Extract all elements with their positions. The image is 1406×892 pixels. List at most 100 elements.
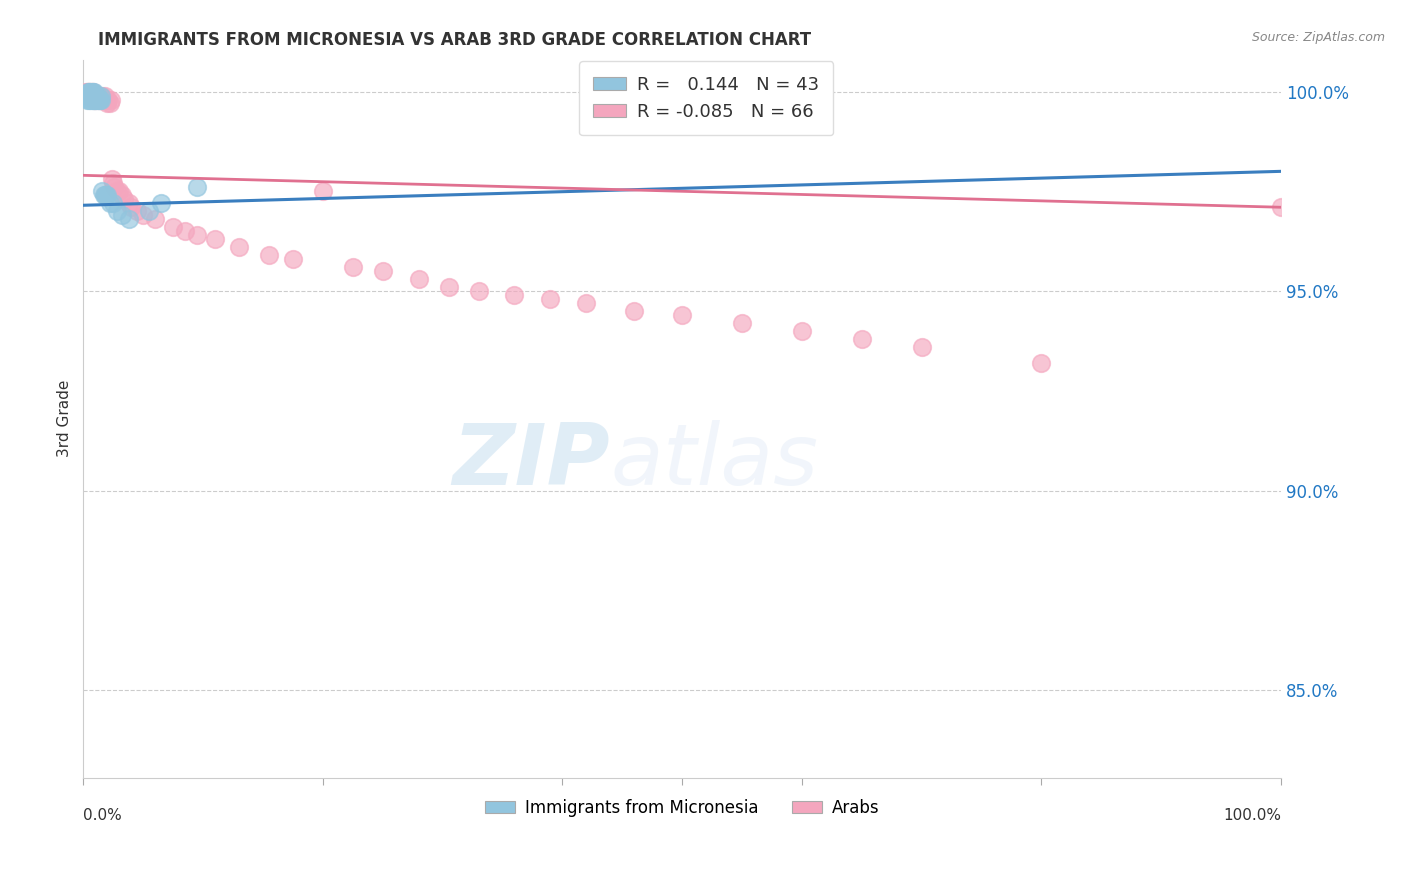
Point (110, 208, 132, 222)
Point (90, 93, 112, 107)
Point (790, 324, 813, 338)
Y-axis label: 3rd Grade: 3rd Grade (58, 380, 72, 458)
Point (312, 184, 335, 198)
Point (87, 88, 110, 103)
Point (82, 85, 104, 99)
Point (75, 85, 97, 99)
Point (84, 93, 107, 107)
Text: Source: ZipAtlas.com: Source: ZipAtlas.com (1251, 31, 1385, 45)
Point (80, 88, 103, 103)
Point (77, 88, 100, 103)
Point (75, 88, 97, 103)
Point (76, 88, 98, 103)
Point (103, 177, 125, 191)
Point (118, 196, 141, 211)
Point (118, 212, 141, 227)
Point (437, 280, 460, 294)
Point (82, 93, 104, 107)
Point (174, 224, 197, 238)
Point (93, 93, 115, 107)
Text: atlas: atlas (610, 420, 818, 503)
Point (90, 88, 112, 103)
Point (82, 88, 104, 103)
Point (77, 88, 100, 103)
Point (79, 88, 101, 103)
Point (94, 93, 117, 107)
Point (77, 85, 100, 99)
Point (150, 196, 173, 211)
Point (371, 264, 394, 278)
Point (1031, 356, 1053, 370)
Point (94, 188, 117, 202)
Point (138, 204, 160, 219)
Point (89, 93, 111, 107)
Point (1270, 200, 1292, 214)
Point (83, 93, 105, 107)
Point (77, 88, 100, 103)
Point (77, 85, 100, 99)
Point (112, 192, 135, 206)
Point (86, 93, 108, 107)
Point (503, 288, 526, 302)
Point (83, 88, 105, 103)
Point (94, 88, 117, 103)
Point (731, 316, 754, 330)
Point (186, 228, 208, 243)
Point (143, 212, 166, 227)
Point (86, 93, 108, 107)
Point (77, 88, 100, 103)
Point (83, 93, 105, 107)
Point (89, 93, 111, 107)
Text: IMMIGRANTS FROM MICRONESIA VS ARAB 3RD GRADE CORRELATION CHART: IMMIGRANTS FROM MICRONESIA VS ARAB 3RD G… (98, 31, 811, 49)
Point (538, 292, 561, 306)
Point (342, 260, 364, 274)
Point (79, 93, 101, 107)
Point (79, 88, 101, 103)
Point (86, 88, 108, 103)
Point (82, 88, 104, 103)
Point (77, 85, 100, 99)
Point (162, 220, 184, 235)
Point (77, 85, 100, 99)
Point (91, 184, 114, 198)
Legend: Immigrants from Micronesia, Arabs: Immigrants from Micronesia, Arabs (478, 792, 886, 823)
Point (408, 272, 430, 286)
Point (120, 200, 142, 214)
Point (93, 188, 115, 202)
Point (575, 296, 598, 310)
Point (98, 196, 121, 211)
Point (84, 88, 107, 103)
Point (108, 184, 131, 198)
Point (76, 85, 98, 99)
Point (257, 248, 280, 262)
Point (76, 88, 98, 103)
Point (79, 85, 101, 99)
Point (80, 93, 103, 107)
Point (110, 188, 132, 202)
Point (97, 93, 120, 107)
Point (82, 85, 104, 99)
Point (103, 196, 125, 211)
Point (96, 96, 118, 111)
Point (98, 96, 121, 111)
Point (90, 93, 112, 107)
Point (83, 88, 105, 103)
Point (96, 188, 118, 202)
Text: 0.0%: 0.0% (83, 808, 122, 823)
Point (228, 240, 250, 254)
Point (105, 204, 128, 219)
Point (851, 332, 873, 346)
Point (86, 88, 108, 103)
Point (83, 85, 105, 99)
Point (80, 85, 103, 99)
Point (77, 93, 100, 107)
Point (86, 93, 108, 107)
Point (127, 204, 149, 219)
Point (911, 340, 934, 354)
Point (101, 172, 124, 186)
Point (623, 304, 645, 318)
Point (103, 180, 125, 194)
Point (79, 85, 101, 99)
Point (86, 88, 108, 103)
Point (87, 93, 110, 107)
